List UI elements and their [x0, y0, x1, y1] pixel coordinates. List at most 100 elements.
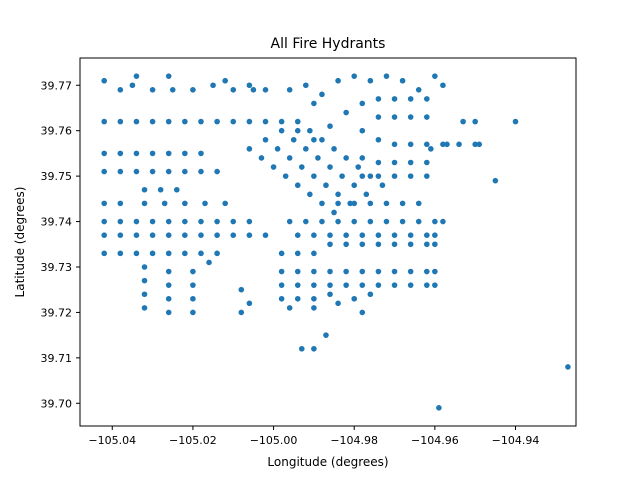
- data-point: [472, 118, 478, 125]
- data-point: [101, 118, 107, 125]
- data-points-layer: [101, 73, 571, 411]
- x-axis-label: Longitude (degrees): [267, 455, 388, 469]
- data-point: [391, 282, 398, 288]
- data-point: [303, 82, 309, 89]
- data-point: [424, 114, 430, 120]
- data-point: [117, 168, 124, 175]
- data-point: [157, 186, 164, 193]
- data-point: [214, 118, 220, 125]
- data-point: [436, 405, 442, 411]
- data-point: [424, 241, 430, 248]
- data-point: [359, 100, 366, 107]
- data-point: [165, 232, 172, 238]
- data-point: [286, 305, 293, 311]
- data-point: [375, 114, 382, 120]
- data-point: [351, 218, 358, 225]
- data-point: [278, 118, 285, 125]
- chart-title: All Fire Hydrants: [271, 36, 386, 52]
- data-point: [363, 191, 370, 198]
- data-point: [307, 127, 313, 134]
- data-point: [375, 232, 382, 238]
- y-axis-label: Latitude (degrees): [13, 187, 27, 298]
- data-point: [182, 168, 188, 175]
- data-point: [165, 150, 172, 157]
- data-point: [202, 200, 208, 207]
- x-tick-label: −104.94: [492, 434, 540, 447]
- data-point: [407, 114, 414, 120]
- data-point: [351, 73, 358, 79]
- data-point: [149, 250, 156, 257]
- data-point: [246, 146, 253, 152]
- data-point: [214, 250, 220, 257]
- data-point: [399, 77, 406, 84]
- data-point: [141, 291, 148, 298]
- data-point: [327, 241, 333, 248]
- data-point: [294, 127, 301, 134]
- data-point: [165, 250, 172, 257]
- data-point: [315, 155, 321, 161]
- data-point: [359, 241, 366, 248]
- data-point: [476, 141, 483, 148]
- data-point: [133, 73, 140, 79]
- data-point: [424, 268, 430, 275]
- data-point: [198, 218, 204, 225]
- data-point: [311, 173, 317, 179]
- data-point: [117, 218, 124, 225]
- data-point: [512, 118, 519, 125]
- data-point: [190, 87, 196, 93]
- data-point: [359, 173, 366, 179]
- data-point: [182, 232, 188, 238]
- data-point: [198, 250, 204, 257]
- data-point: [258, 155, 265, 161]
- data-point: [190, 282, 196, 288]
- data-point: [165, 268, 172, 275]
- data-point: [424, 96, 430, 102]
- data-point: [343, 282, 349, 288]
- data-point: [117, 200, 124, 207]
- data-point: [274, 146, 281, 152]
- x-tick-label: −104.96: [411, 434, 459, 447]
- data-point: [319, 91, 325, 98]
- data-point: [440, 218, 446, 225]
- y-tick-label: 39.70: [41, 397, 73, 410]
- data-point: [335, 77, 341, 84]
- data-point: [440, 82, 446, 89]
- data-point: [101, 200, 107, 207]
- data-point: [327, 123, 333, 129]
- data-point: [428, 146, 434, 152]
- x-tick-label: −105.02: [169, 434, 217, 447]
- y-tick-label: 39.77: [41, 79, 73, 92]
- x-tick-label: −105.04: [88, 434, 136, 447]
- data-point: [303, 218, 309, 225]
- y-tick-label: 39.76: [41, 125, 73, 138]
- data-point: [335, 218, 341, 225]
- data-point: [359, 232, 366, 238]
- data-point: [331, 146, 337, 152]
- data-point: [339, 173, 345, 179]
- data-point: [335, 191, 341, 198]
- data-point: [101, 232, 107, 238]
- data-point: [149, 218, 156, 225]
- data-point: [367, 77, 374, 84]
- data-point: [311, 100, 317, 107]
- data-point: [117, 87, 124, 93]
- data-point: [311, 345, 317, 352]
- data-point: [165, 282, 172, 288]
- data-point: [355, 164, 362, 170]
- data-point: [294, 295, 301, 302]
- data-point: [303, 146, 309, 152]
- data-point: [424, 141, 430, 148]
- data-point: [298, 164, 305, 170]
- data-point: [351, 200, 358, 207]
- data-point: [133, 168, 140, 175]
- data-point: [407, 232, 414, 238]
- data-point: [424, 173, 430, 179]
- data-point: [311, 250, 317, 257]
- data-point: [294, 232, 301, 238]
- data-point: [391, 232, 398, 238]
- data-point: [222, 77, 228, 84]
- data-point: [432, 268, 438, 275]
- data-point: [294, 118, 301, 125]
- data-point: [460, 118, 466, 125]
- data-point: [391, 241, 398, 248]
